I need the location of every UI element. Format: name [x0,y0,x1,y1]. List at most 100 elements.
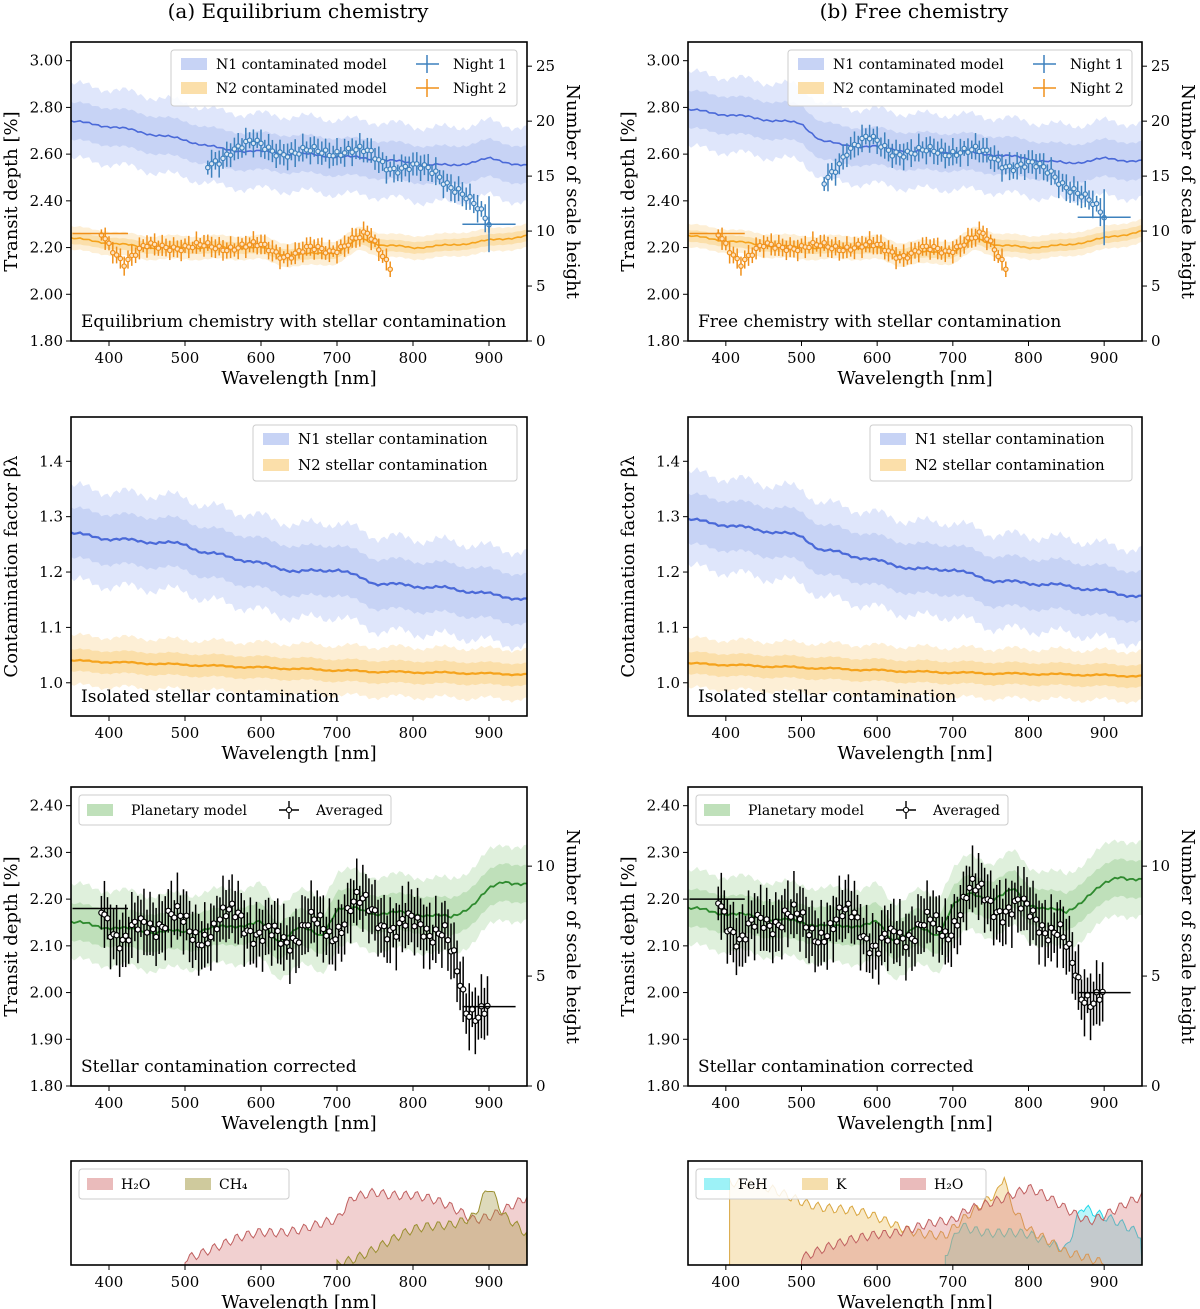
y-tick-label: 2.00 [30,285,63,303]
y-tick-label: 1.2 [39,563,63,581]
y2-tick-label: 0 [1151,332,1161,350]
data-point [839,912,846,920]
data-point [216,161,223,167]
data-point [987,897,994,905]
data-point [902,943,910,951]
plot-area [71,844,527,1055]
data-point [969,875,976,883]
x-tick-label: 600 [863,1094,892,1112]
x-tick-label: 600 [863,1273,892,1291]
legend-label: N2 stellar contamination [915,456,1105,474]
y-tick-label: 1.0 [656,674,680,692]
legend: Planetary model Averaged [695,794,1009,826]
legend-label: CH₄ [219,1177,248,1193]
legend-swatch [802,1178,828,1190]
data-point [796,915,804,923]
legend-swatch-model [704,804,730,816]
data-point [836,904,843,911]
data-point [1010,167,1017,174]
y2-tick-label: 5 [536,277,546,295]
data-point [273,249,280,255]
series-night-1 [821,124,1107,227]
legend-label: Planetary model [131,803,248,819]
legend-swatch-n1 [880,433,906,445]
data-point [277,149,283,155]
data-point [136,245,143,252]
data-point [844,152,850,158]
legend-swatch-n1 [181,58,207,70]
data-point [821,239,828,246]
y2-axis-label: Number of scale height [1177,829,1198,1044]
data-point [205,164,211,171]
data-point [239,241,245,247]
y-tick-label: 2.80 [647,98,680,116]
data-point [817,243,824,249]
x-axis-label: Wavelength [nm] [221,368,376,389]
y2-tick-label: 5 [1151,277,1161,295]
data-point [207,933,215,941]
x-axis-label: Wavelength [nm] [221,743,376,764]
data-point [444,936,452,944]
data-point [980,230,986,237]
data-point [946,153,952,159]
x-tick-label: 400 [95,1094,124,1112]
data-point [268,932,275,939]
data-point [766,922,773,929]
x-tick-label: 800 [1014,1273,1043,1291]
data-point [1037,160,1043,167]
data-point [1057,921,1064,928]
legend: N1 stellar contamination N2 stellar conta… [252,424,518,482]
data-point [923,147,930,154]
data-point [436,174,443,180]
n2-contam-line [71,658,527,677]
x-tick-label: 400 [712,349,741,367]
data-point [963,894,970,902]
data-point [469,1006,476,1013]
data-point [238,912,245,919]
data-point [1026,913,1034,920]
data-point [1093,200,1100,207]
data-point [286,947,294,954]
y2-tick-label: 15 [1151,167,1170,185]
data-point [335,923,342,930]
data-point [152,933,160,941]
data-point [467,193,473,200]
x-tick-label: 600 [863,349,892,367]
legend-label: N1 contaminated model [216,57,387,73]
data-point [318,245,325,252]
y-tick-label: 2.20 [647,239,680,257]
data-point [254,137,261,144]
legend-label: Averaged [315,803,383,819]
panel-annotation: Stellar contamination corrected [81,1057,357,1077]
y-tick-label: 2.60 [30,145,63,163]
data-point [948,932,955,939]
data-point [441,921,449,929]
data-point [350,898,357,905]
x-tick-label: 600 [247,724,276,742]
data-point [131,918,139,926]
data-point [134,926,142,933]
x-tick-label: 400 [95,724,124,742]
data-point [146,920,154,927]
data-point [475,1014,482,1021]
data-point [763,916,770,923]
y-tick-label: 2.30 [30,843,63,861]
data-point [380,922,388,930]
data-point [1069,959,1076,967]
x-tick-label: 400 [712,1273,741,1291]
data-point [466,1013,473,1021]
panel-annotation: Isolated stellar contamination [81,687,339,707]
data-point [1096,996,1103,1003]
data-point [1005,904,1013,911]
n2-band-inner [71,229,527,262]
data-point [341,150,348,156]
model-band-inner [71,863,527,960]
data-point [742,936,749,943]
y-axis-label: Transit depth [%] [618,856,639,1016]
data-point [413,161,420,167]
series-averaged [715,845,1106,1041]
y-tick-label: 2.20 [30,890,63,908]
data-point [432,168,439,174]
data-point [399,915,406,923]
y2-axis-label: Number of scale height [562,84,583,299]
